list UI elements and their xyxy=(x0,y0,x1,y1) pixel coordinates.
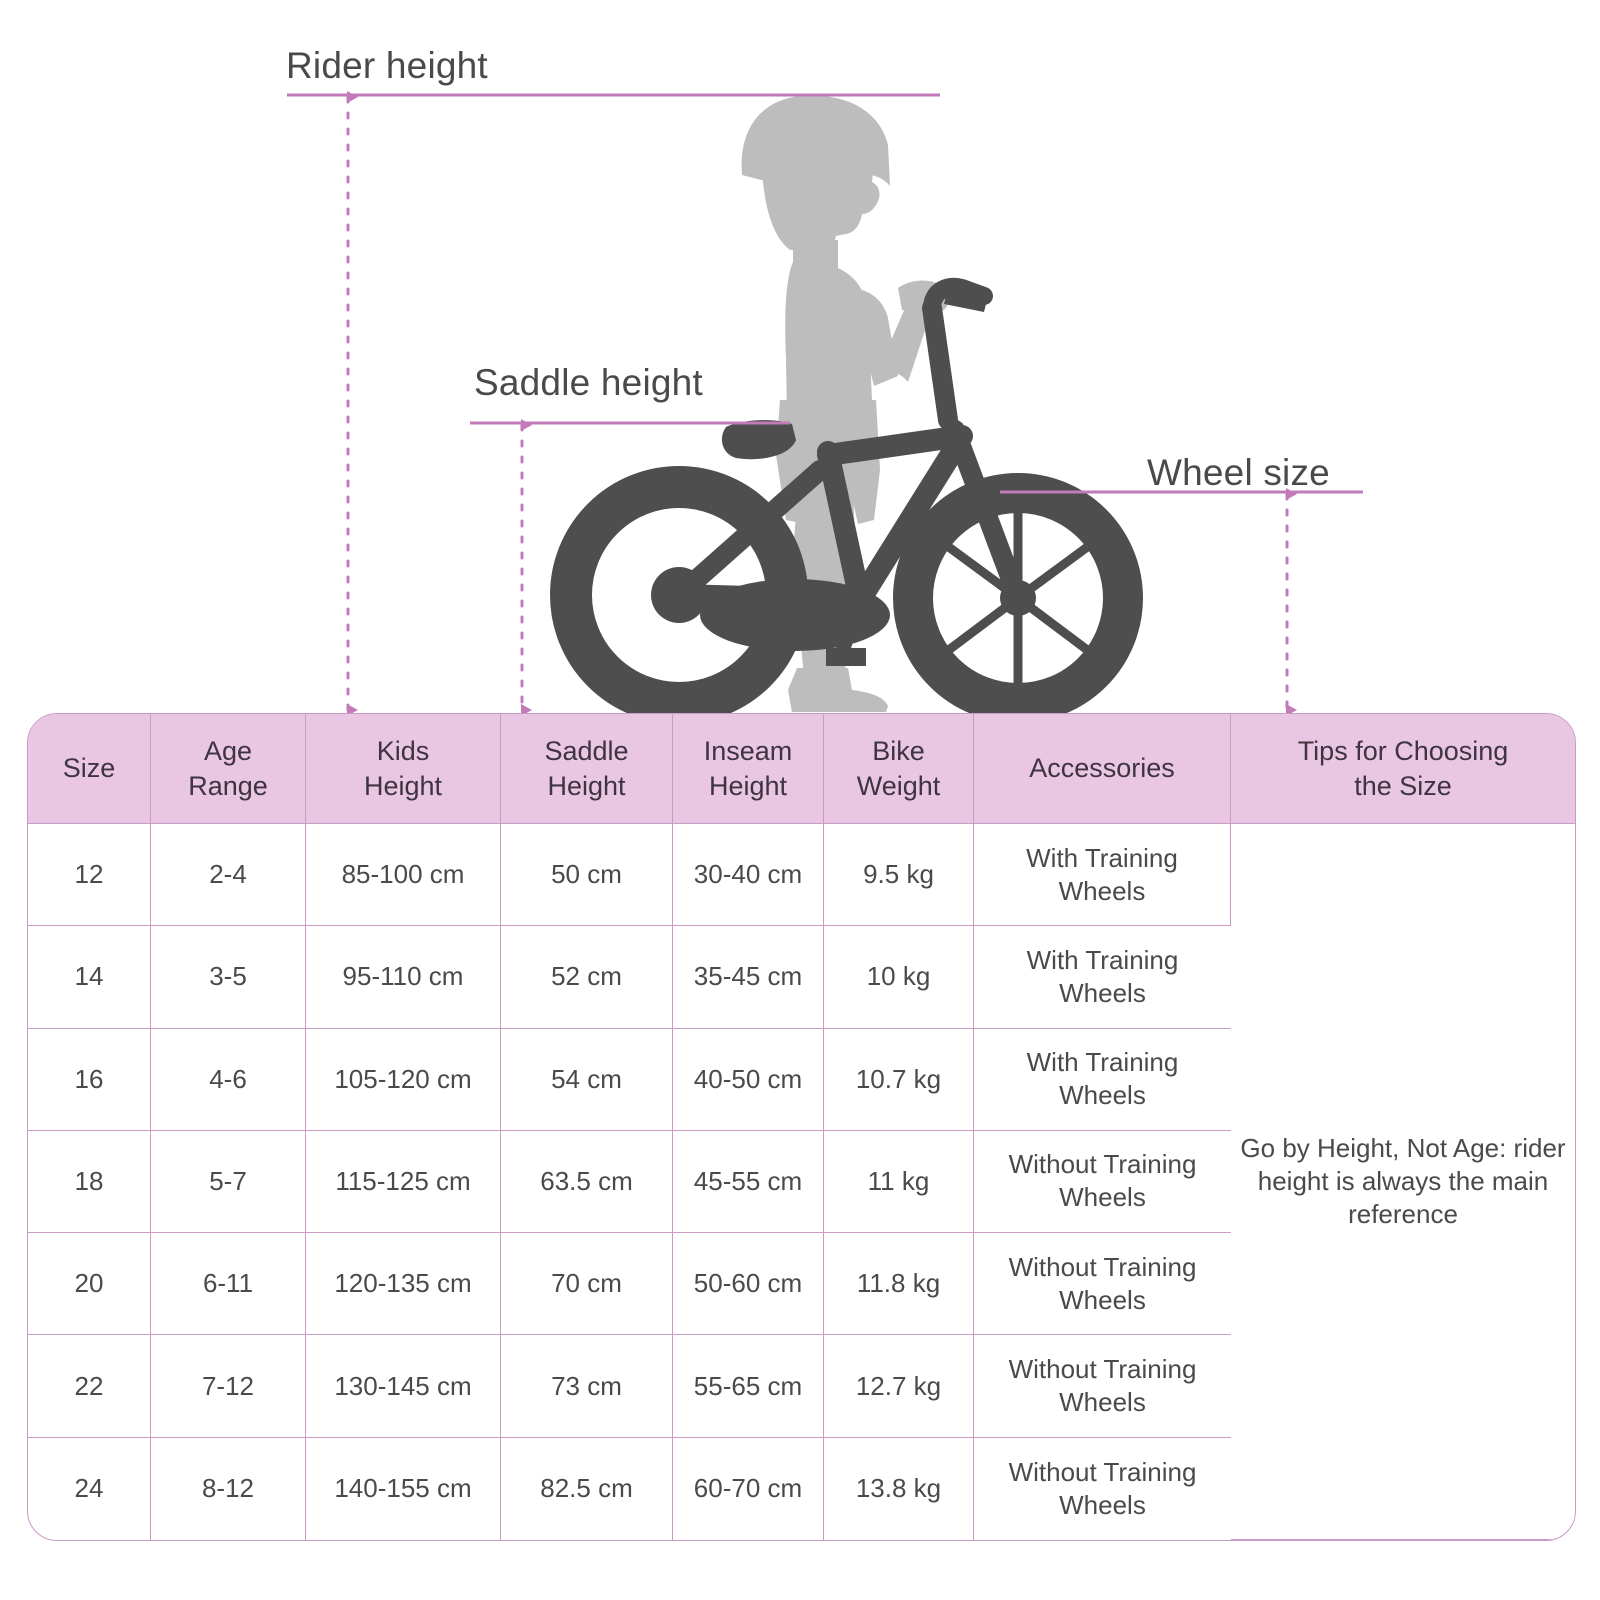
pedal xyxy=(826,648,866,666)
table-row: 16 4-6 105-120 cm 54 cm 40-50 cm 10.7 kg With … xyxy=(28,1028,1575,1131)
cell-inseam-height: 45-55 cm xyxy=(673,1130,824,1234)
cell-age-range: 4-6 xyxy=(151,1028,306,1131)
wheel-size-label: Wheel size xyxy=(1147,452,1330,493)
column-header-saddle-height-line2: Height xyxy=(547,770,626,801)
cell-saddle-height: 82.5 cm xyxy=(501,1437,673,1540)
cell-accessories: Without Training Wheels xyxy=(974,1131,1231,1234)
column-header-bike-weight: Bike Weight xyxy=(824,714,974,824)
cell-bike-weight: 11.8 kg xyxy=(824,1233,974,1336)
cell-kids-height: 130-145 cm xyxy=(306,1335,501,1438)
table-body: 12 2-4 85-100 cm 50 cm 30-40 cm 9.5 kg With Tr… xyxy=(28,824,1575,1540)
table-row: 20 6-11 120-135 cm 70 cm 50-60 cm 11.8 kg With… xyxy=(28,1233,1575,1336)
cell-accessories: Without Training Wheels xyxy=(974,1233,1231,1336)
cell-saddle-height: 70 cm xyxy=(501,1233,673,1336)
cell-kids-height: 105-120 cm xyxy=(306,1028,501,1131)
column-header-size-label: Size xyxy=(62,753,116,784)
column-header-accessories: Accessories xyxy=(974,714,1231,824)
column-header-kids-height-line2: Height xyxy=(363,770,443,801)
cell-kids-height: 115-125 cm xyxy=(306,1130,501,1234)
column-header-tips-line2: the Size xyxy=(1354,770,1452,801)
cell-accessories: With Training Wheels xyxy=(974,1029,1231,1131)
rider-height-label: Rider height xyxy=(286,45,488,86)
cell-size: 22 xyxy=(28,1335,151,1438)
cell-age-range: 3-5 xyxy=(151,926,306,1029)
column-header-age-range: Age Range xyxy=(151,714,306,824)
cell-inseam-height: 50-60 cm xyxy=(673,1233,824,1336)
cell-saddle-height: 54 cm xyxy=(501,1028,673,1131)
table-row: 12 2-4 85-100 cm 50 cm 30-40 cm 9.5 kg With Tr… xyxy=(28,824,1575,1540)
column-header-size: Size xyxy=(28,714,151,824)
column-header-kids-height-line1: Kids xyxy=(376,736,430,767)
cell-accessories: With Training Wheels xyxy=(974,926,1231,1029)
table-row: 18 5-7 115-125 cm 63.5 cm 45-55 cm 11 kg Witho… xyxy=(28,1130,1575,1234)
cell-size: 16 xyxy=(28,1028,151,1131)
cell-size: 20 xyxy=(28,1233,151,1336)
cell-size: 18 xyxy=(28,1130,151,1234)
bike-size-diagram: Rider height Saddle height Wheel size xyxy=(0,0,1600,715)
cell-kids-height: 95-110 cm xyxy=(306,926,501,1029)
handlebar-grip xyxy=(944,288,988,312)
cell-age-range: 6-11 xyxy=(151,1233,306,1336)
cell-kids-height: 140-155 cm xyxy=(306,1437,501,1540)
cell-age-range: 7-12 xyxy=(151,1335,306,1438)
cell-size: 24 xyxy=(28,1437,151,1540)
cell-bike-weight: 13.8 kg xyxy=(824,1437,974,1540)
measurement-guides xyxy=(287,91,1363,715)
column-header-age-range-line1: Age xyxy=(203,736,253,767)
cell-saddle-height: 50 cm xyxy=(501,824,673,927)
column-header-tips-line1: Tips for Choosing xyxy=(1297,736,1509,767)
cell-age-range: 5-7 xyxy=(151,1130,306,1234)
cell-bike-weight: 10.7 kg xyxy=(824,1028,974,1131)
column-header-saddle-height: Saddle Height xyxy=(501,714,673,824)
cell-inseam-height: 55-65 cm xyxy=(673,1335,824,1438)
saddle-height-label: Saddle height xyxy=(474,362,703,403)
cell-bike-weight: 10 kg xyxy=(824,926,974,1029)
cell-inseam-height: 60-70 cm xyxy=(673,1437,824,1540)
cell-age-range: 8-12 xyxy=(151,1437,306,1540)
cell-kids-height: 85-100 cm xyxy=(306,824,501,927)
column-header-accessories-label: Accessories xyxy=(1029,753,1175,784)
cell-size: 14 xyxy=(28,926,151,1029)
cell-inseam-height: 35-45 cm xyxy=(673,926,824,1029)
column-header-inseam-height-line1: Inseam xyxy=(703,736,793,767)
chain-cover xyxy=(700,579,890,651)
diagram-illustration xyxy=(287,91,1363,715)
cell-accessories: With Training Wheels xyxy=(974,824,1231,927)
table-row: 22 7-12 130-145 cm 73 cm 55-65 cm 12.7 kg With… xyxy=(28,1335,1575,1438)
cell-inseam-height: 40-50 cm xyxy=(673,1028,824,1131)
size-chart-table: Size Age Range Kids Height Saddle Height xyxy=(27,713,1576,1541)
cell-saddle-height: 73 cm xyxy=(501,1335,673,1438)
column-header-inseam-height-line2: Height xyxy=(708,770,788,801)
table-row: 14 3-5 95-110 cm 52 cm 35-45 cm 10 kg With Tra… xyxy=(28,926,1575,1029)
cell-inseam-height: 30-40 cm xyxy=(673,824,824,927)
column-header-kids-height: Kids Height xyxy=(306,714,501,824)
cell-saddle-height: 52 cm xyxy=(501,926,673,1029)
cell-tips: Go by Height, Not Age: rider height is a… xyxy=(1231,824,1575,1540)
cell-size: 12 xyxy=(28,824,151,927)
size-chart-table-container: Size Age Range Kids Height Saddle Height xyxy=(27,713,1576,1541)
column-header-age-range-line2: Range xyxy=(188,770,268,801)
cell-bike-weight: 12.7 kg xyxy=(824,1335,974,1438)
cell-accessories: Without Training Wheels xyxy=(1008,1456,1197,1520)
column-header-bike-weight-line2: Weight xyxy=(856,770,941,801)
column-header-saddle-height-line1: Saddle xyxy=(544,736,629,767)
cell-accessories: Without Training Wheels xyxy=(974,1335,1231,1438)
cell-saddle-height: 63.5 cm xyxy=(501,1130,673,1234)
cell-bike-weight: 9.5 kg xyxy=(824,824,974,927)
cell-bike-weight: 11 kg xyxy=(824,1130,974,1234)
table-row: 24 8-12 140-155 cm 82.5 cm 60-70 cm 13.8 kg Wi… xyxy=(28,1437,1575,1540)
table-header-row: Size Age Range Kids Height Saddle Height xyxy=(28,714,1575,824)
column-header-inseam-height: Inseam Height xyxy=(673,714,824,824)
table-header: Size Age Range Kids Height Saddle Height xyxy=(28,714,1575,824)
cell-age-range: 2-4 xyxy=(151,824,306,927)
cell-kids-height: 120-135 cm xyxy=(306,1233,501,1336)
column-header-bike-weight-line1: Bike xyxy=(872,736,925,767)
saddle xyxy=(721,420,796,460)
column-header-tips: Tips for Choosing the Size xyxy=(1231,714,1575,824)
